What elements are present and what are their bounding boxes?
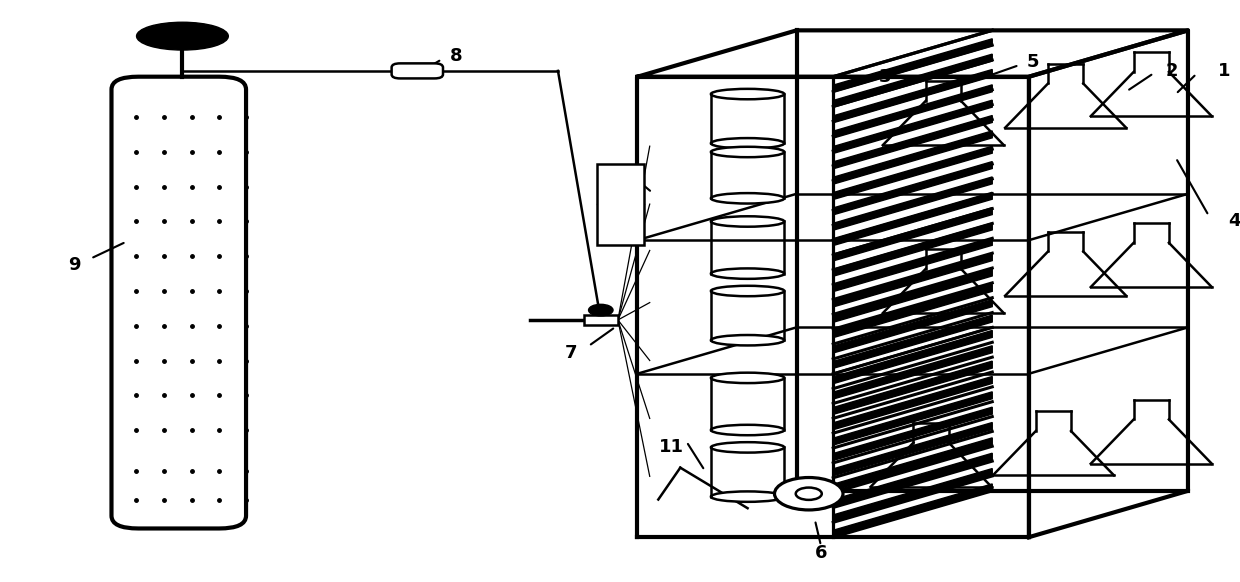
Ellipse shape — [711, 335, 784, 346]
Ellipse shape — [136, 22, 228, 50]
Circle shape — [775, 477, 843, 510]
Text: 4: 4 — [1228, 212, 1240, 230]
Polygon shape — [833, 131, 992, 184]
Polygon shape — [833, 223, 992, 276]
Text: 9: 9 — [68, 256, 81, 274]
Text: 5: 5 — [1027, 53, 1039, 71]
Polygon shape — [833, 315, 992, 368]
Polygon shape — [833, 407, 992, 460]
Ellipse shape — [711, 372, 784, 383]
Text: 8: 8 — [450, 47, 463, 65]
Ellipse shape — [711, 138, 784, 148]
Ellipse shape — [711, 491, 784, 502]
Bar — [598, 164, 644, 244]
Polygon shape — [833, 438, 992, 491]
Polygon shape — [833, 239, 992, 292]
Polygon shape — [833, 208, 992, 261]
Ellipse shape — [711, 442, 784, 453]
Bar — [584, 315, 618, 325]
Polygon shape — [833, 162, 992, 215]
Polygon shape — [833, 254, 992, 307]
Polygon shape — [833, 300, 992, 353]
Polygon shape — [833, 146, 992, 200]
Text: 7: 7 — [565, 344, 578, 362]
Polygon shape — [833, 39, 992, 92]
Polygon shape — [833, 377, 992, 430]
Text: 1: 1 — [1219, 62, 1231, 80]
Polygon shape — [833, 269, 992, 322]
Ellipse shape — [711, 425, 784, 435]
Ellipse shape — [711, 286, 784, 296]
Text: 3: 3 — [878, 68, 890, 86]
Polygon shape — [833, 192, 992, 246]
Ellipse shape — [711, 147, 784, 157]
Polygon shape — [833, 453, 992, 506]
Polygon shape — [833, 346, 992, 399]
Polygon shape — [833, 85, 992, 138]
Polygon shape — [833, 392, 992, 445]
Polygon shape — [833, 361, 992, 414]
Ellipse shape — [711, 217, 784, 227]
FancyBboxPatch shape — [392, 63, 443, 79]
Ellipse shape — [711, 193, 784, 204]
Text: 11: 11 — [660, 438, 684, 456]
Polygon shape — [833, 100, 992, 154]
Polygon shape — [833, 54, 992, 108]
Polygon shape — [833, 423, 992, 475]
Polygon shape — [833, 484, 992, 537]
Circle shape — [796, 488, 822, 500]
Text: 2: 2 — [1166, 62, 1178, 80]
Polygon shape — [833, 331, 992, 384]
Text: 6: 6 — [815, 544, 827, 562]
Polygon shape — [833, 69, 992, 123]
Polygon shape — [833, 469, 992, 522]
Ellipse shape — [711, 89, 784, 100]
Polygon shape — [833, 177, 992, 230]
Polygon shape — [833, 116, 992, 169]
Circle shape — [589, 304, 613, 316]
FancyBboxPatch shape — [112, 77, 246, 528]
Ellipse shape — [711, 268, 784, 279]
Text: 10: 10 — [600, 166, 625, 184]
Polygon shape — [833, 285, 992, 338]
